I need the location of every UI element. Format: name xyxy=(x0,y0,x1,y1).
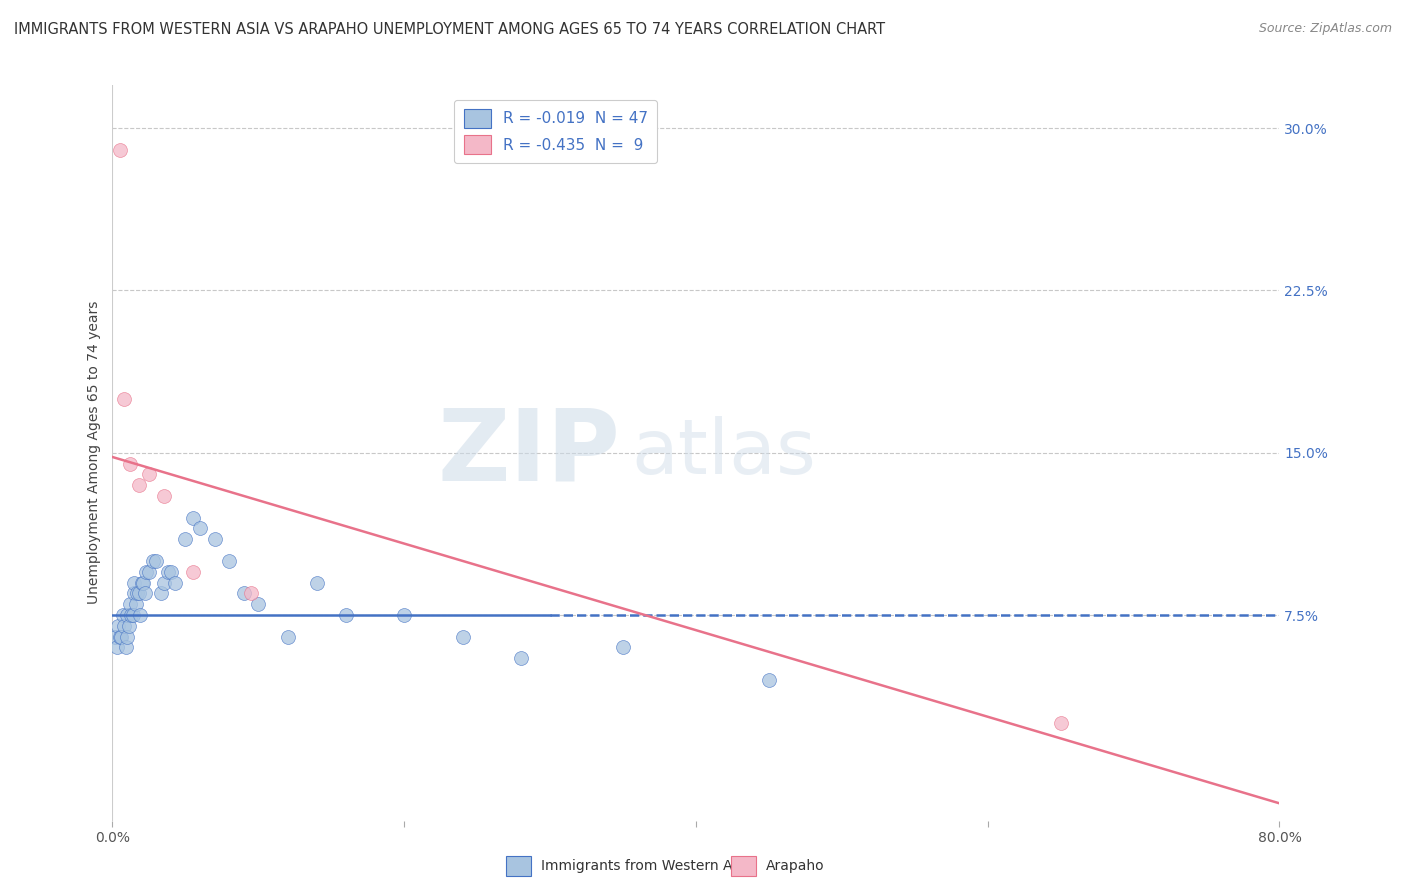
Point xyxy=(335,607,357,622)
Point xyxy=(108,630,131,644)
Point xyxy=(165,575,187,590)
Point xyxy=(112,619,135,633)
Point xyxy=(118,597,141,611)
Point xyxy=(152,575,174,590)
Point xyxy=(181,565,204,579)
Point xyxy=(247,597,270,611)
Point xyxy=(120,607,142,622)
Point xyxy=(114,640,136,655)
Point xyxy=(612,640,634,655)
Point xyxy=(131,575,153,590)
Point xyxy=(128,478,150,492)
Point xyxy=(160,565,183,579)
Point xyxy=(451,630,474,644)
Point xyxy=(115,607,138,622)
Legend: R = -0.019  N = 47, R = -0.435  N =  9: R = -0.019 N = 47, R = -0.435 N = 9 xyxy=(454,100,658,163)
Point xyxy=(134,586,156,600)
Point xyxy=(276,630,298,644)
Point xyxy=(125,597,148,611)
Y-axis label: Unemployment Among Ages 65 to 74 years: Unemployment Among Ages 65 to 74 years xyxy=(87,301,101,605)
Point xyxy=(142,554,165,568)
Point xyxy=(149,586,172,600)
Point xyxy=(128,586,150,600)
Point xyxy=(174,533,197,547)
Point xyxy=(135,565,157,579)
Point xyxy=(218,554,240,568)
Point xyxy=(129,607,152,622)
Point xyxy=(124,586,146,600)
Text: Immigrants from Western Asia: Immigrants from Western Asia xyxy=(541,859,752,873)
Point xyxy=(112,392,135,406)
Point xyxy=(758,673,780,687)
Text: ZIP: ZIP xyxy=(437,404,620,501)
Point xyxy=(152,489,174,503)
Point xyxy=(156,565,179,579)
Point xyxy=(204,533,226,547)
Point xyxy=(132,575,155,590)
Point xyxy=(181,510,204,524)
Point xyxy=(127,586,149,600)
Point xyxy=(1049,716,1071,731)
Point xyxy=(108,143,131,157)
Point xyxy=(110,630,132,644)
Point xyxy=(111,607,134,622)
Point xyxy=(232,586,254,600)
Point xyxy=(305,575,328,590)
Text: Arapaho: Arapaho xyxy=(766,859,825,873)
Point xyxy=(122,607,145,622)
Point xyxy=(115,630,138,644)
Point xyxy=(509,651,531,665)
Point xyxy=(107,619,129,633)
Point xyxy=(118,457,141,471)
Text: Source: ZipAtlas.com: Source: ZipAtlas.com xyxy=(1258,22,1392,36)
Point xyxy=(138,565,160,579)
Point xyxy=(105,640,128,655)
Point xyxy=(188,521,211,535)
Point xyxy=(124,575,146,590)
Point xyxy=(138,467,160,482)
Point xyxy=(145,554,167,568)
Text: atlas: atlas xyxy=(631,416,817,490)
Point xyxy=(240,586,263,600)
Text: IMMIGRANTS FROM WESTERN ASIA VS ARAPAHO UNEMPLOYMENT AMONG AGES 65 TO 74 YEARS C: IMMIGRANTS FROM WESTERN ASIA VS ARAPAHO … xyxy=(14,22,886,37)
Point xyxy=(104,630,127,644)
Point xyxy=(394,607,416,622)
Point xyxy=(117,619,139,633)
